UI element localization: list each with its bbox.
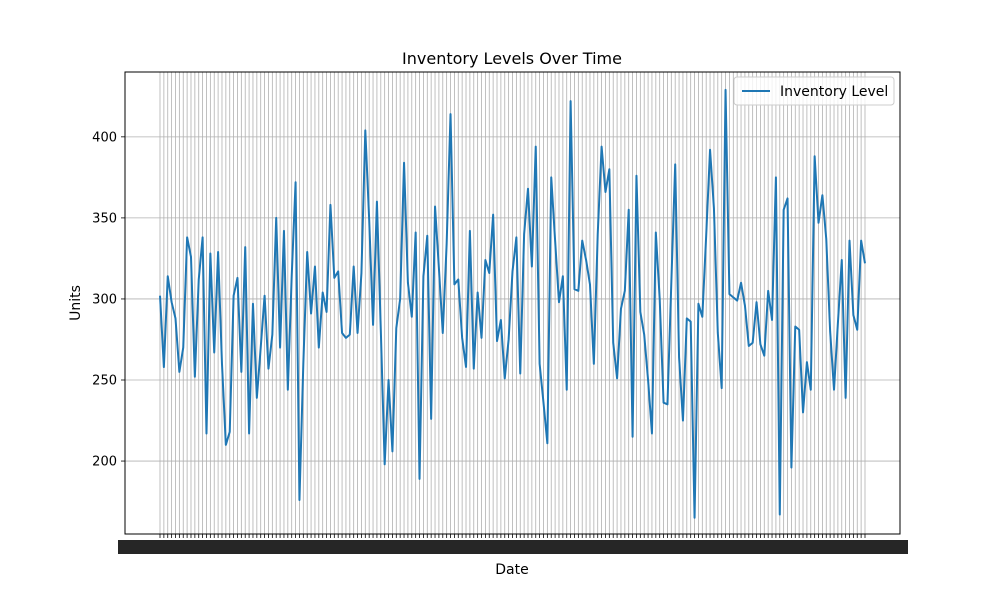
y-tick-label: 400 xyxy=(92,130,117,145)
legend-label: Inventory Level xyxy=(780,84,888,100)
y-tick-label: 350 xyxy=(92,211,117,226)
legend-box xyxy=(733,76,895,106)
y-gridlines xyxy=(125,136,900,462)
legend: Inventory Level xyxy=(733,76,895,106)
chart-title: Inventory Levels Over Time xyxy=(402,49,622,68)
x-axis-ticks xyxy=(118,534,908,554)
y-axis-ticks: 200 250 300 350 400 xyxy=(92,130,125,470)
y-tick-label: 200 xyxy=(92,455,117,470)
series-layer xyxy=(159,88,866,519)
y-axis-label: Units xyxy=(68,285,84,321)
x-tick-labels-overlapped xyxy=(118,540,908,554)
x-axis-label: Date xyxy=(495,562,528,578)
y-tick-label: 300 xyxy=(92,292,117,307)
x-gridlines xyxy=(159,72,866,534)
series-line-inventory-level xyxy=(159,88,866,519)
y-tick-label: 250 xyxy=(92,374,117,389)
